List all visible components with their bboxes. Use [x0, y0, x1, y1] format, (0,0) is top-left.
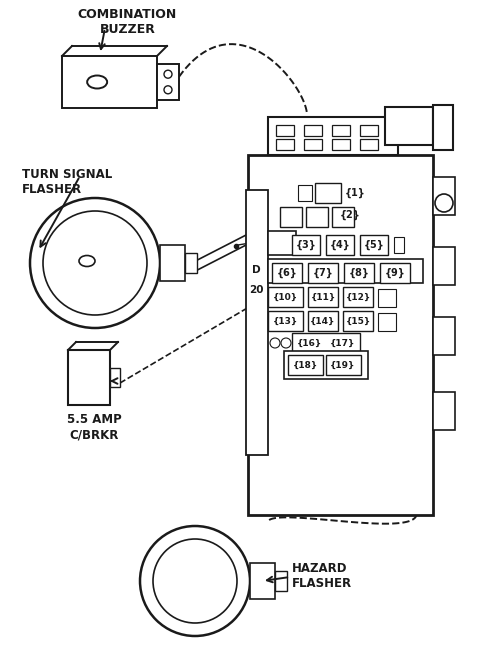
Text: {7}: {7} [312, 268, 334, 278]
Text: {17}: {17} [330, 339, 355, 347]
Bar [394, 237, 404, 253]
Bar [68, 350, 110, 405]
Text: {14}: {14} [310, 316, 336, 326]
Text: {6}: {6} [276, 268, 297, 278]
Ellipse shape [87, 76, 107, 88]
Bar [160, 245, 185, 281]
Ellipse shape [79, 255, 95, 267]
Bar [308, 263, 338, 283]
Bar [298, 185, 312, 201]
Bar [433, 177, 455, 215]
Bar [378, 289, 396, 307]
Bar [275, 571, 287, 591]
Text: COMBINATION
BUZZER: COMBINATION BUZZER [78, 8, 177, 36]
Text: {16}: {16} [296, 339, 322, 347]
Text: {8}: {8} [348, 268, 370, 278]
Bar [268, 117, 398, 155]
Bar [272, 263, 302, 283]
Bar [292, 333, 360, 353]
Text: {12}: {12} [346, 292, 370, 302]
Bar [185, 253, 197, 273]
Bar [332, 139, 350, 150]
Bar [280, 207, 302, 227]
Bar [343, 311, 373, 331]
Bar [360, 139, 378, 150]
Bar [250, 563, 275, 599]
Bar [304, 125, 322, 136]
Text: {11}: {11} [310, 292, 336, 302]
Bar [246, 190, 268, 455]
Bar [268, 287, 303, 307]
Circle shape [140, 526, 250, 636]
Bar [62, 56, 157, 108]
Bar [268, 231, 296, 255]
Bar [292, 235, 320, 255]
Bar [360, 125, 378, 136]
Text: {4}: {4} [330, 240, 350, 250]
Text: 5.5 AMP
C/BRKR: 5.5 AMP C/BRKR [66, 413, 122, 441]
Bar [308, 311, 338, 331]
Circle shape [281, 338, 291, 348]
Bar [268, 311, 303, 331]
Bar [315, 183, 341, 203]
Bar [433, 105, 453, 150]
Text: HAZARD
FLASHER: HAZARD FLASHER [292, 562, 352, 590]
Bar [157, 64, 179, 100]
Bar [433, 247, 455, 285]
Text: {1}: {1} [344, 188, 366, 198]
Bar [385, 107, 433, 145]
Bar [308, 287, 338, 307]
Text: {18}: {18} [292, 361, 318, 369]
Bar [344, 263, 374, 283]
Bar [433, 392, 455, 430]
Bar [360, 235, 388, 255]
Bar [380, 263, 410, 283]
Text: {5}: {5} [364, 240, 384, 250]
Bar [378, 313, 396, 331]
Bar [343, 287, 373, 307]
Bar [306, 207, 328, 227]
Bar [248, 155, 433, 515]
Text: D: D [252, 265, 260, 275]
Bar [268, 259, 423, 283]
Text: 20: 20 [249, 285, 263, 295]
Bar [326, 235, 354, 255]
Bar [288, 355, 323, 375]
Text: {9}: {9} [384, 268, 406, 278]
Text: {3}: {3} [296, 240, 316, 250]
Circle shape [43, 211, 147, 315]
Circle shape [270, 338, 280, 348]
Text: {10}: {10} [272, 292, 297, 302]
Bar [304, 139, 322, 150]
Text: {13}: {13} [272, 316, 297, 326]
Bar [276, 139, 294, 150]
Circle shape [435, 194, 453, 212]
Circle shape [164, 86, 172, 93]
Bar [332, 125, 350, 136]
Bar [110, 368, 120, 387]
Bar [332, 207, 354, 227]
Circle shape [30, 198, 160, 328]
Bar [433, 317, 455, 355]
Text: {19}: {19} [330, 361, 355, 369]
Text: {15}: {15} [346, 316, 370, 326]
Bar [326, 355, 361, 375]
Bar [284, 351, 368, 379]
Text: TURN SIGNAL
FLASHER: TURN SIGNAL FLASHER [22, 168, 112, 196]
Circle shape [153, 539, 237, 623]
Circle shape [164, 70, 172, 78]
Bar [276, 125, 294, 136]
Text: {2}: {2} [340, 210, 360, 220]
